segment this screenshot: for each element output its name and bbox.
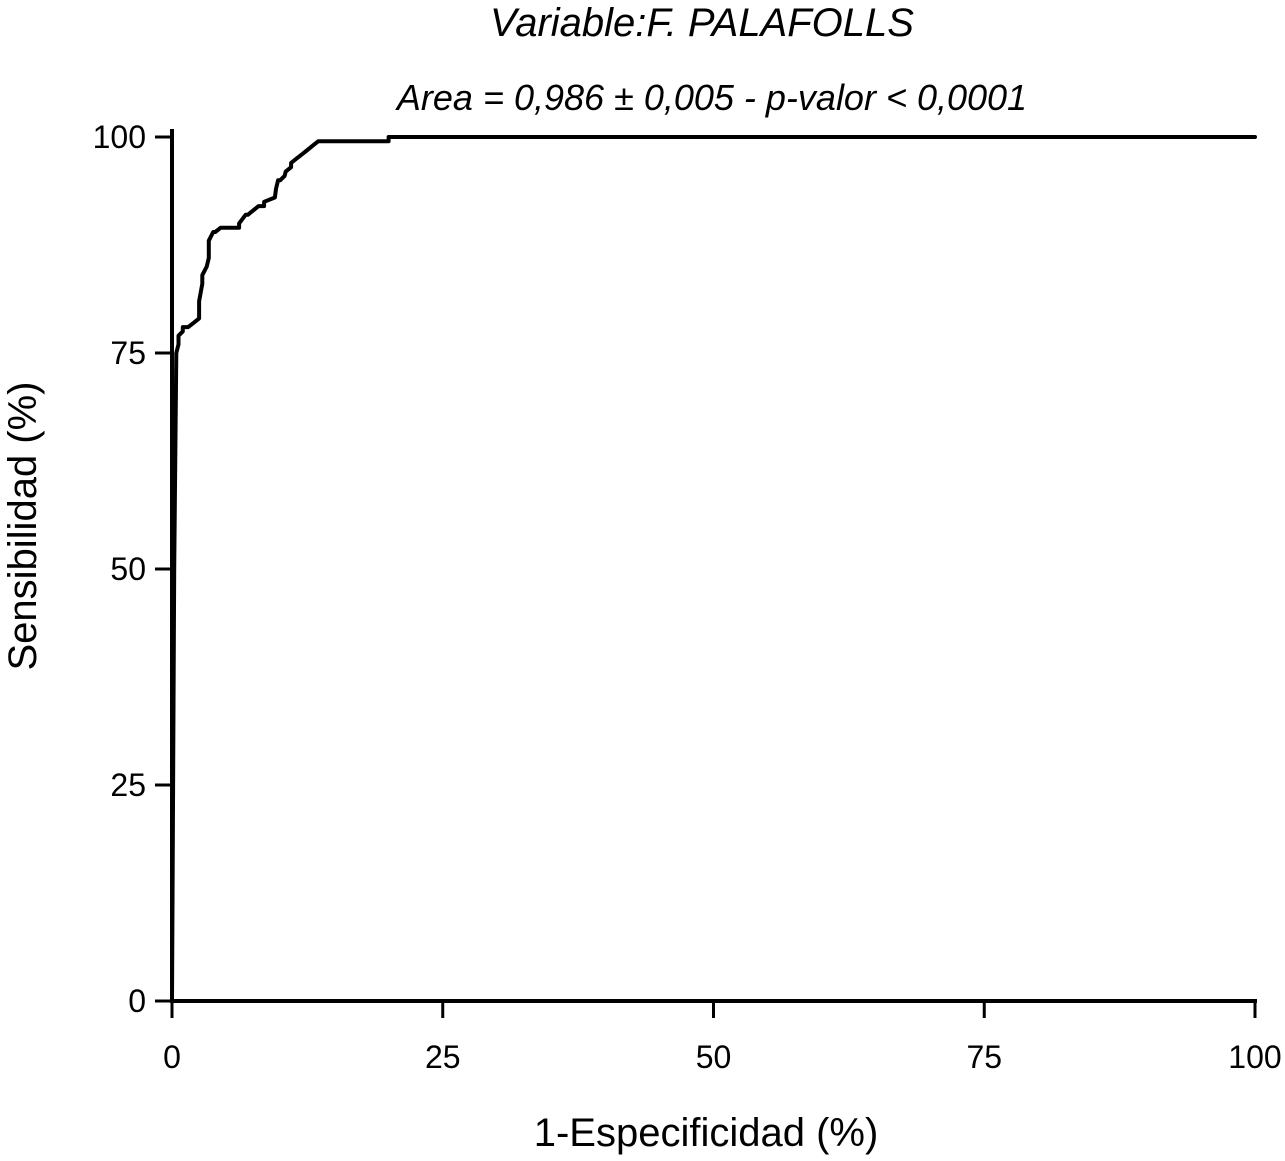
y-tick-label: 25 xyxy=(110,767,146,803)
chart-title: Variable:F. PALAFOLLS xyxy=(490,1,914,45)
y-axis-label: Sensibilidad (%) xyxy=(1,381,45,670)
chart-subtitle: Area = 0,986 ± 0,005 - p-valor < 0,0001 xyxy=(395,77,1027,118)
axes xyxy=(170,129,1257,1003)
roc-curve-line xyxy=(170,135,1257,1003)
y-tick-label: 100 xyxy=(93,119,146,155)
x-axis-ticks: 0 25 50 75 100 xyxy=(163,1001,1282,1075)
y-tick-label: 0 xyxy=(128,983,146,1019)
y-axis-ticks: 0 25 50 75 100 xyxy=(93,119,172,1019)
x-tick-label: 100 xyxy=(1228,1039,1281,1075)
x-tick-label: 50 xyxy=(696,1039,732,1075)
x-tick-label: 0 xyxy=(163,1039,181,1075)
x-axis-label: 1-Especificidad (%) xyxy=(534,1111,879,1155)
y-tick-label: 50 xyxy=(110,551,146,587)
x-tick-label: 75 xyxy=(966,1039,1002,1075)
series-group xyxy=(170,135,1257,1003)
y-tick-label: 75 xyxy=(110,335,146,371)
x-tick-label: 25 xyxy=(425,1039,461,1075)
